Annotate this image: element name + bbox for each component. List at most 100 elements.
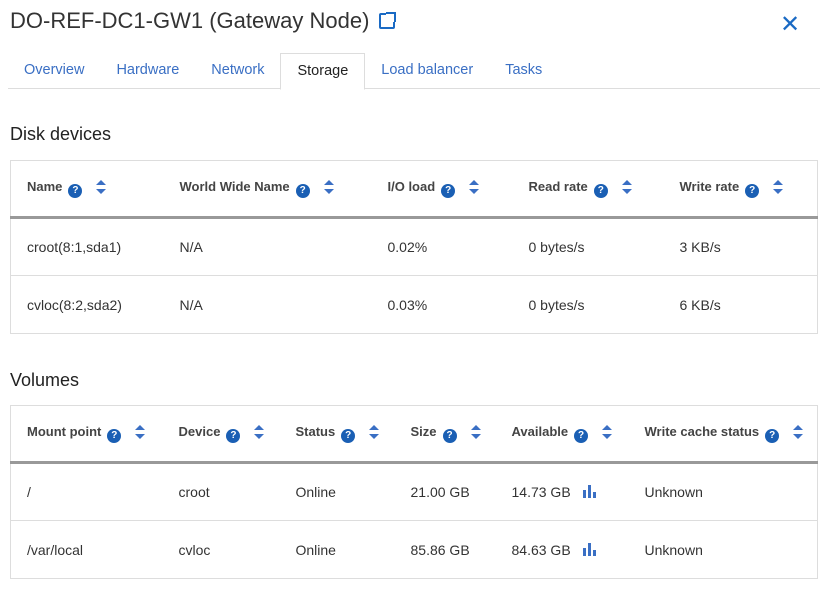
cell-value: Unknown [644, 484, 703, 500]
column-label: Name [27, 179, 63, 194]
column-header-size[interactable]: Size? [394, 405, 496, 464]
cell-read-rate: 0 bytes/s [512, 217, 664, 276]
cell-value: croot [178, 484, 210, 500]
tab-storage[interactable]: Storage [280, 53, 366, 90]
help-icon[interactable]: ? [442, 429, 457, 443]
chart-icon[interactable] [582, 485, 596, 498]
column-label: Read rate [528, 179, 588, 194]
cell-value: 0.02% [387, 239, 428, 255]
table-row: /var/local cvloc Online 85.86 GB 84.63 GB Unk… [10, 520, 818, 579]
cell-value: Unknown [644, 541, 703, 558]
cell-device: cvloc [162, 520, 280, 579]
tab-tasks[interactable]: Tasks [505, 62, 543, 78]
cell-world-wide-name: N/A [163, 217, 372, 276]
sort-icon[interactable] [254, 425, 265, 439]
cell-world-wide-name: N/A [163, 275, 372, 334]
cell-value: 85.86 GB [410, 541, 470, 558]
cell-size: 85.86 GB [394, 520, 496, 579]
table-row: / croot Online 21.00 GB 14.73 GB Unknown [10, 462, 818, 521]
help-icon[interactable]: ? [745, 184, 760, 198]
cell-mount-point: /var/local [10, 520, 163, 579]
cell-value: 14.73 GB [511, 484, 571, 500]
cell-write-rate: 6 KB/s [663, 275, 818, 334]
node-title: DO-REF-DC1-GW1 (Gateway Node) [10, 8, 370, 33]
sort-icon[interactable] [96, 180, 107, 194]
column-header-device[interactable]: Device? [162, 405, 280, 464]
cell-value: 0 bytes/s [528, 296, 585, 313]
help-icon[interactable]: ? [341, 429, 356, 443]
column-label: Write rate [679, 179, 740, 194]
cell-value: croot(8:1,sda1) [27, 239, 122, 255]
cell-write-rate: 3 KB/s [663, 217, 818, 276]
help-icon[interactable]: ? [226, 429, 241, 443]
help-icon[interactable]: ? [765, 429, 780, 443]
cell-value: cvloc [178, 541, 211, 558]
help-icon[interactable]: ? [68, 184, 83, 198]
sort-icon[interactable] [470, 425, 481, 439]
column-header-available[interactable]: Available? [495, 405, 629, 464]
cell-value: /var/local [27, 541, 84, 558]
column-header-read-rate[interactable]: Read rate? [512, 160, 664, 219]
cell-write-cache-status: Unknown [628, 462, 818, 521]
cell-status: Online [279, 462, 395, 521]
help-icon[interactable]: ? [107, 429, 122, 443]
cell-value: 0 bytes/s [528, 239, 585, 255]
close-icon[interactable]: ✕ [780, 11, 801, 38]
tab-load-balancer[interactable]: Load balancer [381, 62, 474, 78]
table-row: croot(8:1,sda1) N/A 0.02% 0 bytes/s 3 KB/s [10, 217, 818, 276]
help-icon[interactable]: ? [574, 429, 589, 443]
column-label: Status [295, 424, 336, 439]
help-icon[interactable]: ? [441, 184, 456, 198]
cell-read-rate: 0 bytes/s [512, 275, 664, 334]
disk-devices-heading: Disk devices [10, 124, 112, 144]
column-header-write-cache-status[interactable]: Write cache status? [628, 405, 818, 464]
cell-value: Online [295, 541, 336, 558]
cell-name: croot(8:1,sda1) [10, 217, 164, 276]
cell-value: 3 KB/s [679, 239, 721, 255]
table-row: cvloc(8:2,sda2) N/A 0.03% 0 bytes/s 6 KB/s [10, 275, 818, 334]
column-header-i-o-load[interactable]: I/O load? [371, 160, 513, 219]
cell-value: Online [295, 484, 336, 500]
column-header-world-wide-name[interactable]: World Wide Name? [163, 160, 372, 219]
tab-hardware[interactable]: Hardware [116, 62, 180, 78]
cell-value: 21.00 GB [410, 484, 470, 500]
help-icon[interactable]: ? [593, 184, 608, 198]
cell-value: 0.03% [387, 296, 428, 313]
tab-overview[interactable]: Overview [24, 62, 85, 78]
cell-available: 84.63 GB [495, 520, 629, 579]
tab-bar: Overview Hardware Network Storage Load balan… [8, 53, 820, 90]
column-header-name[interactable]: Name? [10, 160, 164, 219]
cell-value: N/A [179, 296, 203, 313]
cell-size: 21.00 GB [394, 462, 496, 521]
page-title: DO-REF-DC1-GW1 (Gateway Node) [10, 8, 397, 34]
sort-icon[interactable] [793, 425, 804, 439]
sort-icon[interactable] [469, 180, 480, 194]
help-icon[interactable]: ? [295, 184, 310, 198]
column-label: I/O load [387, 179, 436, 194]
cell-available: 14.73 GB [495, 462, 629, 521]
external-link-icon[interactable] [379, 12, 397, 29]
sort-icon[interactable] [135, 425, 146, 439]
sort-icon[interactable] [369, 425, 380, 439]
column-header-status[interactable]: Status? [279, 405, 395, 464]
cell-value: cvloc(8:2,sda2) [27, 296, 122, 313]
sort-icon[interactable] [323, 180, 334, 194]
column-header-write-rate[interactable]: Write rate? [663, 160, 818, 219]
sort-icon[interactable] [773, 180, 784, 194]
volumes-heading: Volumes [10, 370, 80, 390]
cell-name: cvloc(8:2,sda2) [10, 275, 164, 334]
column-label: Available [511, 424, 569, 439]
column-header-mount-point[interactable]: Mount point? [10, 405, 163, 464]
sort-icon[interactable] [621, 180, 632, 194]
sort-icon[interactable] [602, 425, 613, 439]
cell-status: Online [279, 520, 395, 579]
chart-icon[interactable] [582, 542, 596, 556]
column-label: Write cache status [644, 424, 760, 439]
column-label: Device [178, 424, 221, 439]
cell-device: croot [162, 462, 280, 521]
cell-value: 6 KB/s [679, 296, 721, 313]
cell-mount-point: / [10, 462, 163, 521]
tab-network[interactable]: Network [211, 62, 265, 78]
column-label: Mount point [27, 424, 102, 439]
cell-i-o-load: 0.03% [371, 275, 513, 334]
